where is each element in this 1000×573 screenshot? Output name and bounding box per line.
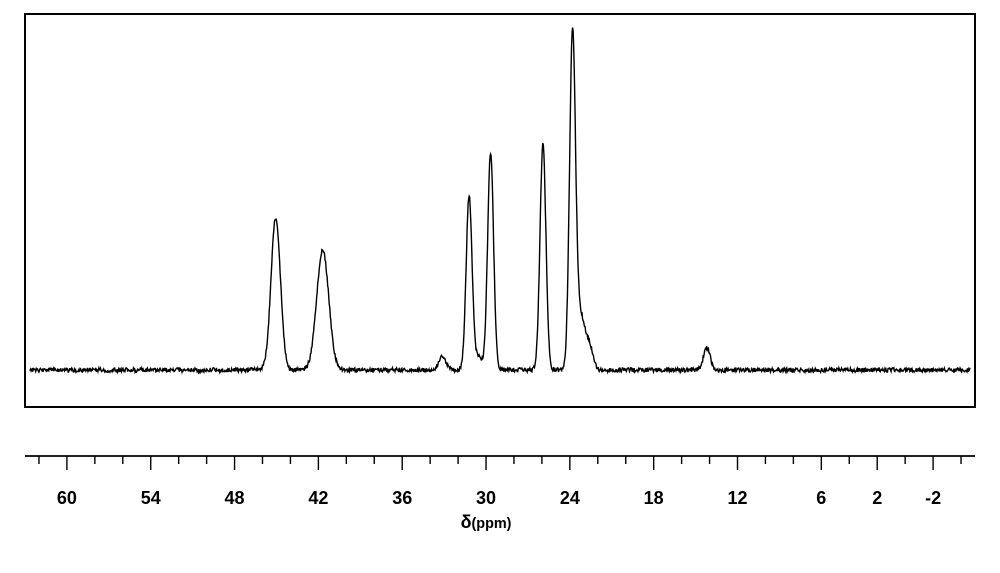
x-tick-label: 12 <box>727 488 747 509</box>
x-tick-label: 54 <box>141 488 161 509</box>
x-axis-label: δ(ppm) <box>461 512 512 533</box>
x-tick-label: 48 <box>225 488 245 509</box>
x-tick-label: 42 <box>308 488 328 509</box>
x-tick-label: 24 <box>560 488 580 509</box>
x-tick-label: 2 <box>872 488 882 509</box>
x-tick-label: 6 <box>816 488 826 509</box>
x-tick-label: 18 <box>644 488 664 509</box>
x-tick-label: 36 <box>392 488 412 509</box>
x-tick-label: 60 <box>57 488 77 509</box>
x-tick-label: 30 <box>476 488 496 509</box>
x-tick-label: -2 <box>925 488 941 509</box>
